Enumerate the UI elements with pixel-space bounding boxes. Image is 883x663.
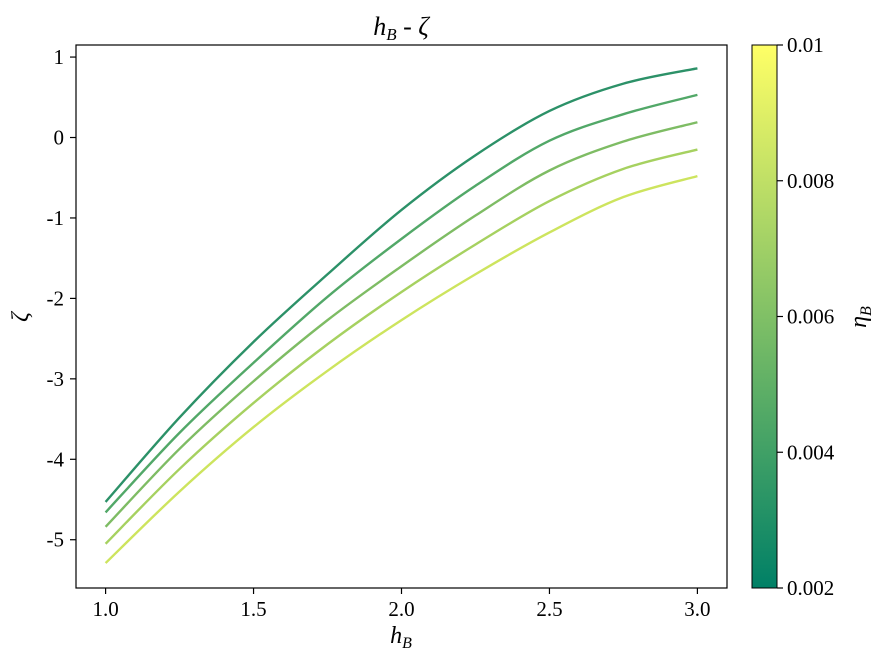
y-axis-ticks: 1 0 -1 -2 -3 -4 -5 [47,45,76,552]
x-tick-label: 2.5 [536,597,562,621]
series-line-2 [104,121,698,528]
y-tick-label: -5 [47,528,65,552]
colorbar-label: ηB [846,306,875,328]
series-line-0 [104,67,698,503]
y-tick-label: -2 [47,286,65,310]
colorbar [751,44,778,589]
colorbar-ticks: 0.002 0.004 0.006 0.008 0.01 [777,33,835,600]
x-tick-label: 3.0 [684,597,710,621]
series-group [104,67,698,564]
y-tick-label: -3 [47,367,65,391]
series-line-1 [104,93,698,514]
y-tick-label: 0 [54,126,65,150]
y-tick-label: -1 [47,206,65,230]
x-tick-label: 1.5 [240,597,266,621]
chart-title: hB - ζ [373,12,430,44]
y-axis-label: ζ [8,310,34,322]
colorbar-tick-label: 0.002 [787,576,834,600]
x-tick-label: 1.0 [92,597,118,621]
plot-frame [75,44,728,589]
y-tick-label: -4 [47,447,65,471]
series-line-4 [104,174,698,564]
colorbar-tick-label: 0.004 [787,440,835,464]
colorbar-tick-label: 0.01 [787,33,824,57]
x-tick-label: 2.0 [388,597,414,621]
series-line-3 [104,148,698,545]
y-tick-label: 1 [54,45,65,69]
colorbar-tick-label: 0.008 [787,169,834,193]
colorbar-tick-label: 0.006 [787,305,834,329]
x-axis-label: hB [390,623,412,652]
x-axis-ticks: 1.0 1.5 2.0 2.5 3.0 [92,588,711,621]
